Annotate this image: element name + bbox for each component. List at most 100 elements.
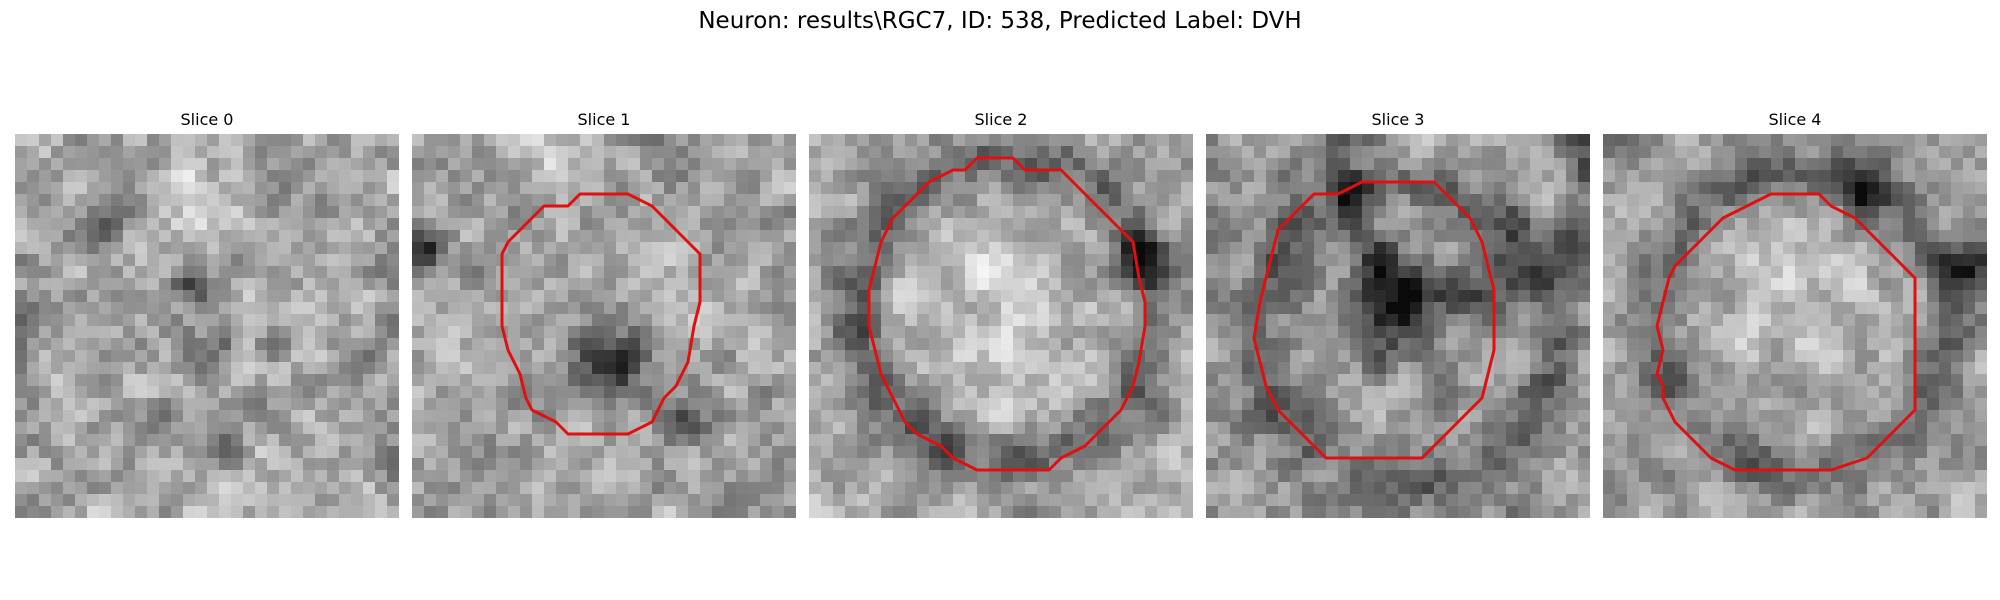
image-pixel xyxy=(327,422,340,435)
image-pixel xyxy=(1254,410,1267,423)
image-pixel xyxy=(1121,506,1134,518)
image-pixel xyxy=(760,206,773,219)
image-pixel xyxy=(592,218,605,231)
image-pixel xyxy=(1434,422,1447,435)
image-pixel xyxy=(375,326,388,339)
image-pixel xyxy=(857,410,870,423)
image-pixel xyxy=(1013,194,1026,207)
image-pixel xyxy=(159,470,172,483)
image-pixel xyxy=(1867,206,1880,219)
image-pixel xyxy=(784,230,796,243)
image-pixel xyxy=(1206,326,1219,339)
image-pixel xyxy=(1675,278,1688,291)
image-pixel xyxy=(1230,146,1243,159)
image-pixel xyxy=(1530,410,1543,423)
image-pixel xyxy=(1927,314,1940,327)
image-pixel xyxy=(1025,170,1038,183)
image-pixel xyxy=(1711,194,1724,207)
image-pixel xyxy=(1735,326,1748,339)
image-pixel xyxy=(496,494,509,507)
image-pixel xyxy=(616,170,629,183)
image-pixel xyxy=(1290,314,1303,327)
image-pixel xyxy=(51,230,64,243)
image-pixel xyxy=(1687,134,1700,147)
image-pixel xyxy=(15,398,28,411)
image-pixel xyxy=(291,446,304,459)
image-pixel xyxy=(1362,338,1375,351)
image-pixel xyxy=(736,230,749,243)
image-pixel xyxy=(1290,506,1303,518)
image-pixel xyxy=(1350,254,1363,267)
image-pixel xyxy=(1975,410,1987,423)
image-pixel xyxy=(1482,482,1495,495)
image-pixel xyxy=(1398,482,1411,495)
image-pixel xyxy=(159,278,172,291)
image-pixel xyxy=(1771,326,1784,339)
image-pixel xyxy=(905,266,918,279)
image-pixel xyxy=(424,506,437,518)
image-pixel xyxy=(953,338,966,351)
image-pixel xyxy=(1218,398,1231,411)
image-pixel xyxy=(724,134,737,147)
image-pixel xyxy=(219,254,232,267)
image-pixel xyxy=(436,338,449,351)
image-pixel xyxy=(1879,374,1892,387)
image-pixel xyxy=(363,434,376,447)
image-pixel xyxy=(111,242,124,255)
image-pixel xyxy=(652,434,665,447)
image-pixel xyxy=(1242,218,1255,231)
image-pixel xyxy=(231,470,244,483)
image-pixel xyxy=(496,422,509,435)
image-pixel xyxy=(1747,446,1760,459)
image-pixel xyxy=(1410,242,1423,255)
image-pixel xyxy=(207,338,220,351)
image-pixel xyxy=(1085,254,1098,267)
image-pixel xyxy=(1891,194,1904,207)
image-pixel xyxy=(159,374,172,387)
image-pixel xyxy=(700,398,713,411)
image-pixel xyxy=(977,482,990,495)
image-pixel xyxy=(219,434,232,447)
image-pixel xyxy=(1903,350,1916,363)
image-pixel xyxy=(1855,338,1868,351)
image-pixel xyxy=(207,386,220,399)
image-pixel xyxy=(1663,326,1676,339)
image-pixel xyxy=(1615,446,1628,459)
image-pixel xyxy=(1603,446,1616,459)
image-pixel xyxy=(75,446,88,459)
image-pixel xyxy=(412,302,425,315)
image-pixel xyxy=(616,302,629,315)
image-pixel xyxy=(387,230,399,243)
image-pixel xyxy=(99,470,112,483)
image-pixel xyxy=(1554,458,1567,471)
image-pixel xyxy=(243,374,256,387)
image-pixel xyxy=(1530,230,1543,243)
image-pixel xyxy=(231,158,244,171)
image-pixel xyxy=(724,302,737,315)
image-pixel xyxy=(1506,314,1519,327)
image-pixel xyxy=(616,338,629,351)
image-pixel xyxy=(520,326,533,339)
image-pixel xyxy=(1362,182,1375,195)
image-pixel xyxy=(87,278,100,291)
image-pixel xyxy=(845,410,858,423)
image-pixel xyxy=(315,302,328,315)
image-pixel xyxy=(676,410,689,423)
image-pixel xyxy=(1169,410,1182,423)
image-pixel xyxy=(424,470,437,483)
image-pixel xyxy=(1915,446,1928,459)
image-pixel xyxy=(857,218,870,231)
image-pixel xyxy=(1615,314,1628,327)
image-pixel xyxy=(123,338,136,351)
image-pixel xyxy=(1903,290,1916,303)
image-pixel xyxy=(1482,206,1495,219)
image-pixel xyxy=(1181,398,1193,411)
image-pixel xyxy=(508,386,521,399)
image-pixel xyxy=(1603,398,1616,411)
image-pixel xyxy=(111,194,124,207)
image-pixel xyxy=(508,458,521,471)
image-pixel xyxy=(664,242,677,255)
image-pixel xyxy=(27,374,40,387)
figure-title: Neuron: results\RGC7, ID: 538, Predicted… xyxy=(698,8,1302,34)
image-pixel xyxy=(1771,398,1784,411)
